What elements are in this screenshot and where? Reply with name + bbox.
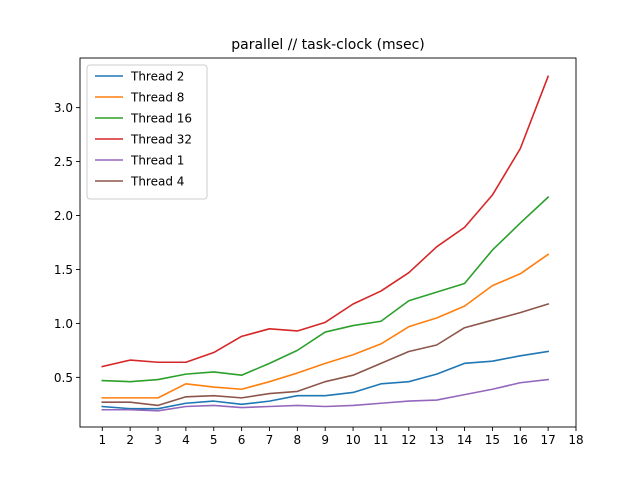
x-tick-label: 11 bbox=[373, 433, 388, 447]
chart-title: parallel // task-clock (msec) bbox=[231, 37, 425, 53]
series-line-thread-4 bbox=[101, 302, 550, 407]
legend: Thread 2 Thread 8 Thread 16 Thread 32 Thread… bbox=[86, 64, 208, 200]
y-tick-label: 3.0 bbox=[54, 101, 73, 115]
x-tick-label: 14 bbox=[457, 433, 472, 447]
x-tick-label: 8 bbox=[294, 433, 302, 447]
legend-label-thread-16: Thread 16 bbox=[130, 112, 192, 126]
axes-frame bbox=[79, 57, 577, 428]
plot-area bbox=[101, 75, 550, 412]
y-tick-label: 0.5 bbox=[54, 371, 73, 385]
x-tick-label: 15 bbox=[485, 433, 500, 447]
x-tick-label: 2 bbox=[126, 433, 134, 447]
legend-label-thread-32: Thread 32 bbox=[130, 133, 192, 147]
x-tick-label: 7 bbox=[266, 433, 274, 447]
legend-label-thread-1: Thread 1 bbox=[130, 154, 184, 168]
x-tick-label: 17 bbox=[540, 433, 555, 447]
y-tick-label: 2.5 bbox=[54, 155, 73, 169]
legend-label-thread-2: Thread 2 bbox=[130, 70, 184, 84]
series-line-thread-1 bbox=[101, 378, 550, 412]
x-tick-label: 18 bbox=[568, 433, 583, 447]
legend-label-thread-8: Thread 8 bbox=[130, 91, 184, 105]
x-tick-label: 6 bbox=[238, 433, 246, 447]
y-tick-label: 1.5 bbox=[54, 263, 73, 277]
legend-label-thread-4: Thread 4 bbox=[130, 175, 184, 189]
x-tick-label: 10 bbox=[345, 433, 360, 447]
x-tick-label: 9 bbox=[321, 433, 329, 447]
series-line-thread-2 bbox=[101, 350, 550, 410]
x-tick-label: 5 bbox=[210, 433, 218, 447]
y-tick-label: 1.0 bbox=[54, 317, 73, 331]
x-tick-label: 12 bbox=[401, 433, 416, 447]
axes: 1 2 3 4 5 6 7 8 9 10 11 12 13 14 15 16 17 180.51.01.52.02… bbox=[54, 57, 584, 447]
x-tick-label: 4 bbox=[182, 433, 190, 447]
x-tick-label: 1 bbox=[98, 433, 106, 447]
x-tick-label: 13 bbox=[429, 433, 444, 447]
series-line-thread-8 bbox=[101, 253, 550, 399]
x-tick-label: 16 bbox=[513, 433, 528, 447]
series-line-thread-16 bbox=[101, 196, 550, 383]
series-line-thread-32 bbox=[101, 75, 550, 368]
y-tick-label: 2.0 bbox=[54, 209, 73, 223]
x-tick-label: 3 bbox=[154, 433, 162, 447]
legend-box bbox=[86, 64, 208, 200]
